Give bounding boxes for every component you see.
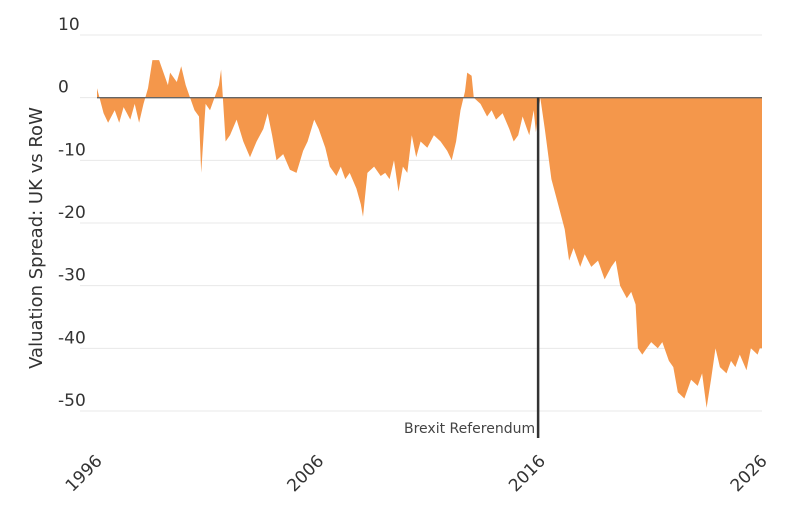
y-tick-label: -40 <box>58 328 86 348</box>
valuation-spread-area <box>97 60 762 408</box>
y-tick-label: 10 <box>58 15 80 35</box>
y-tick-label: 0 <box>58 78 69 98</box>
x-tick-label: 1996 <box>62 451 107 496</box>
y-tick-label: -20 <box>58 203 86 223</box>
y-tick-label: -10 <box>58 140 86 160</box>
brexit-referendum-label: Brexit Referendum <box>404 421 535 437</box>
y-tick-label: -30 <box>58 266 86 286</box>
y-axis-label: Valuation Spread: UK vs RoW <box>26 107 47 369</box>
y-tick-label: -50 <box>58 391 86 411</box>
x-tick-label: 2006 <box>283 451 328 496</box>
x-tick-labels: 1996 2006 2016 2026 <box>62 451 772 496</box>
x-tick-label: 2026 <box>727 451 772 496</box>
x-tick-label: 2016 <box>505 451 550 496</box>
y-tick-labels: 10 0 -10 -20 -30 -40 -50 <box>58 15 86 411</box>
